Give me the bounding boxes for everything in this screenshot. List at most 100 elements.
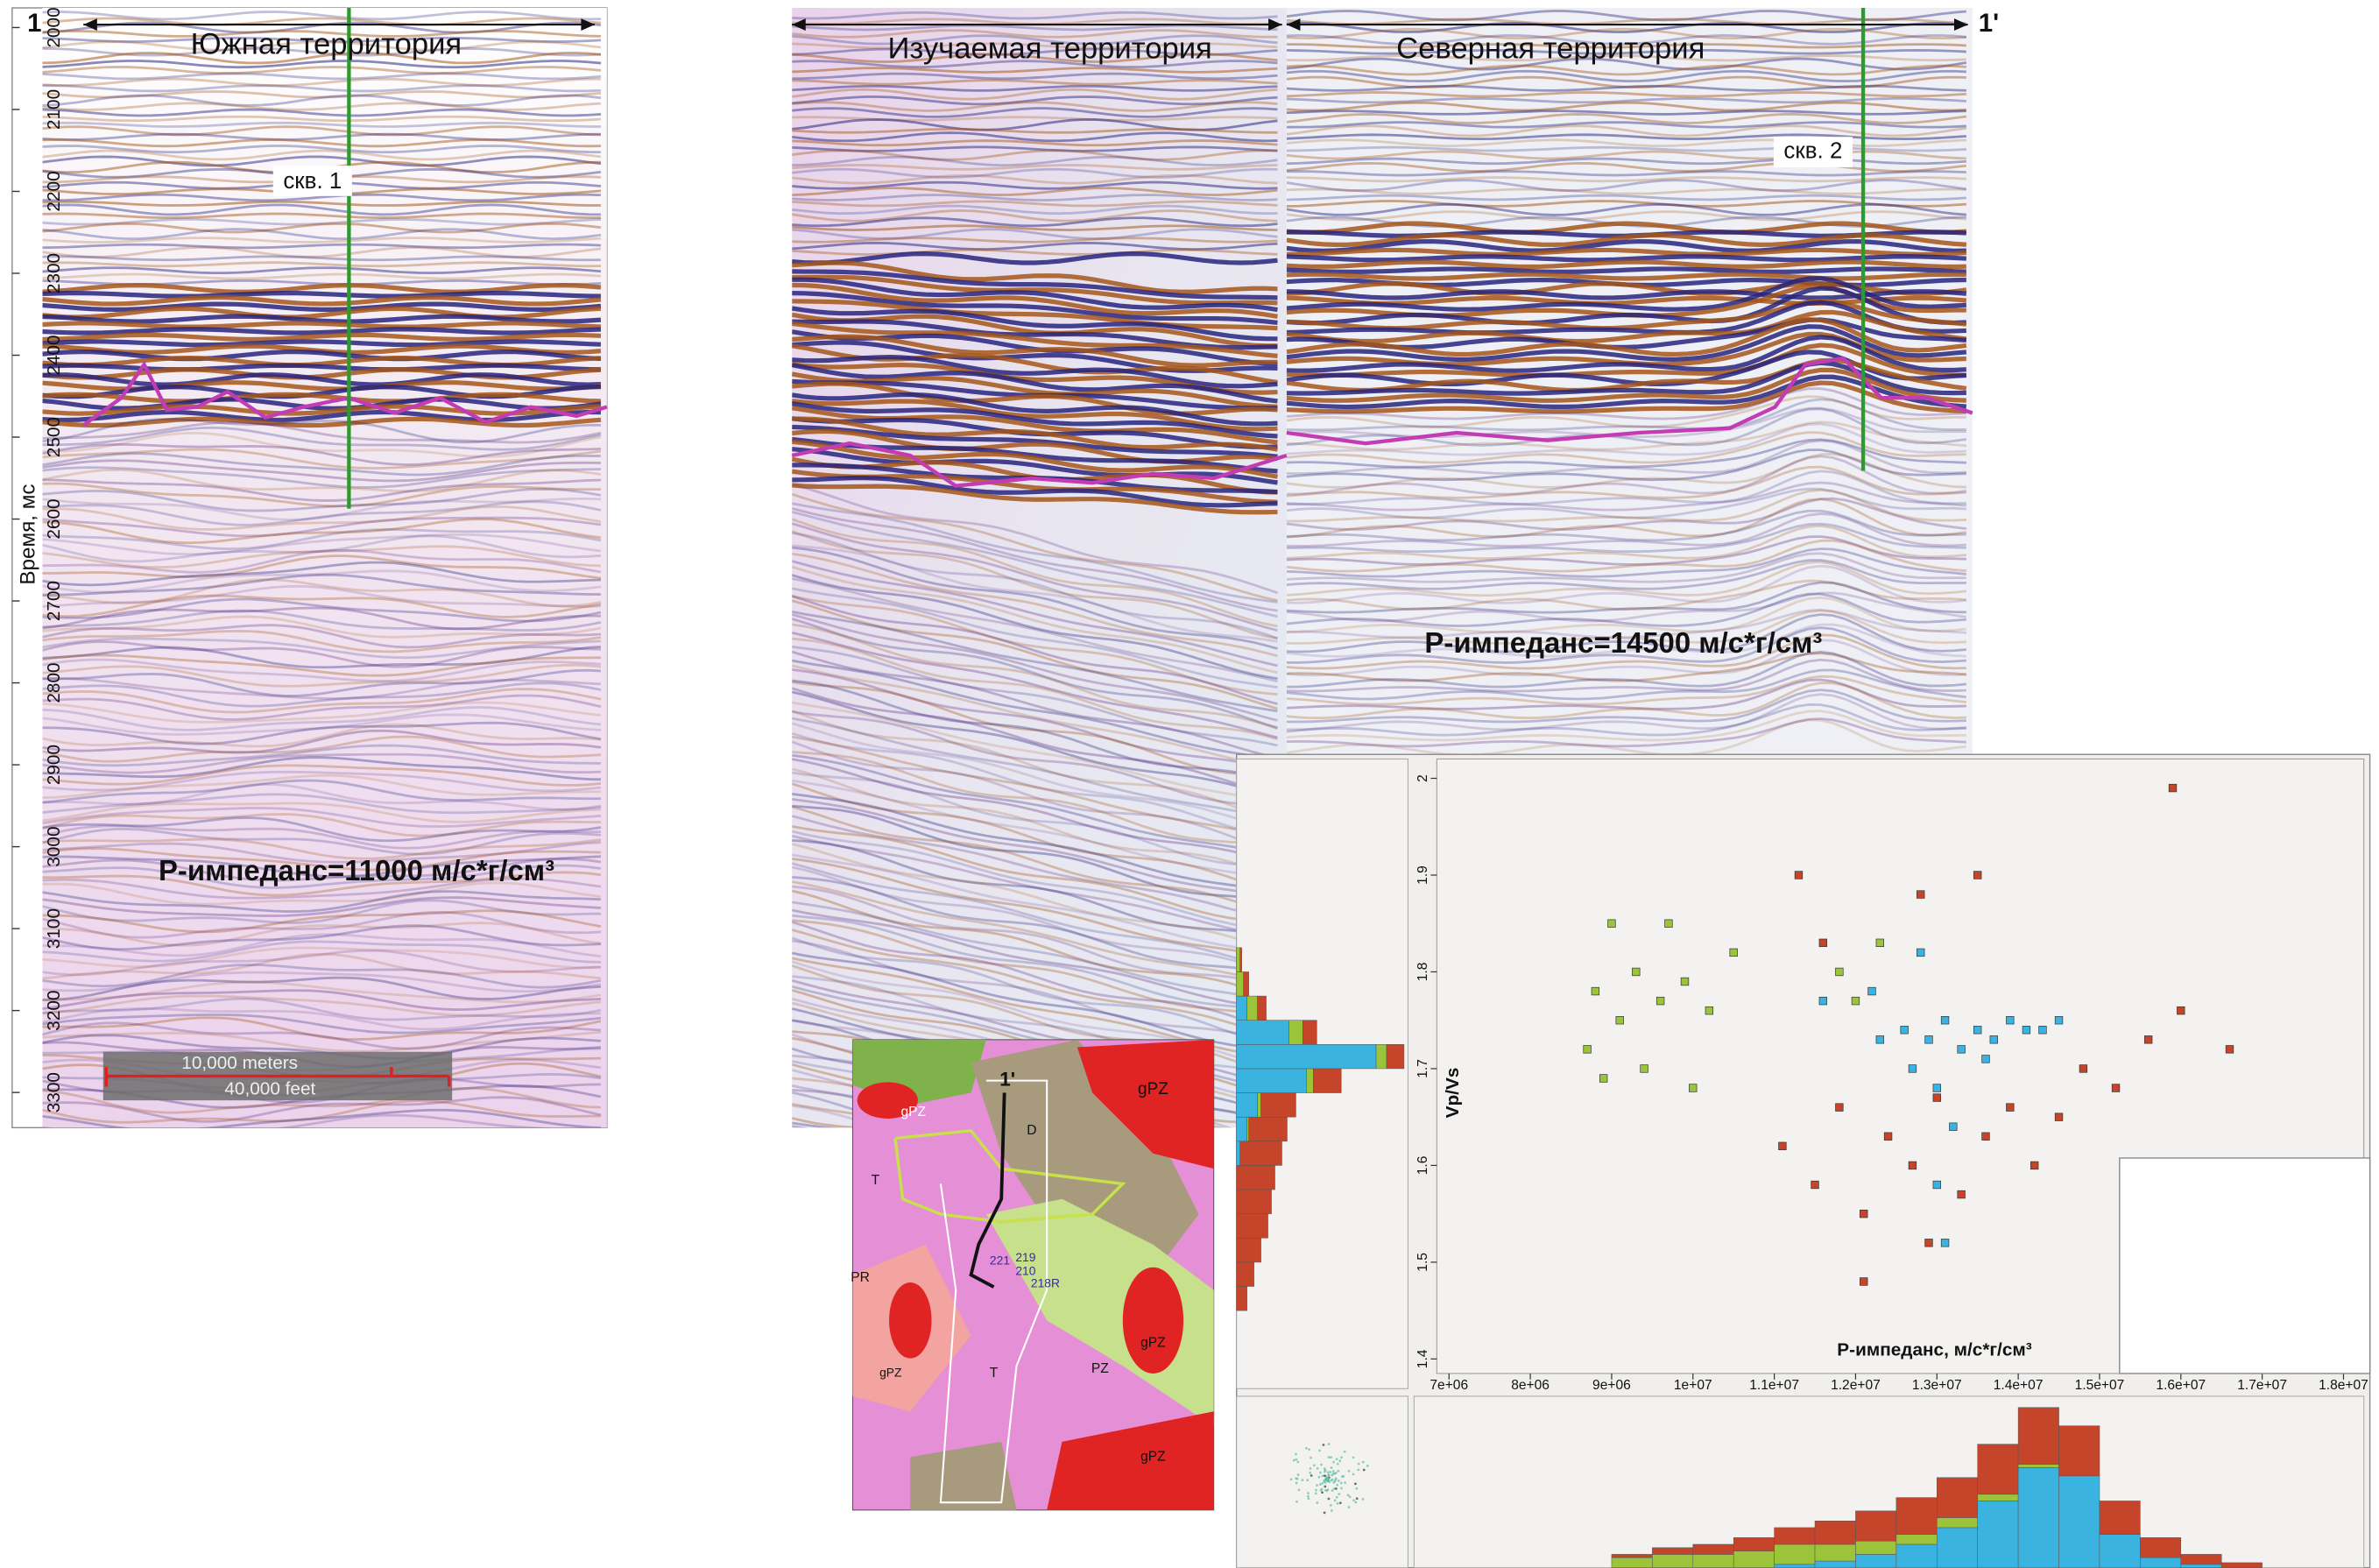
seismic-trace bbox=[792, 321, 1278, 358]
scale-bar: 10,000 meters 40,000 feet bbox=[102, 1051, 453, 1101]
density-thumbnail bbox=[1289, 1443, 1369, 1515]
well-label: скв. 2 bbox=[1783, 137, 1842, 163]
seismic-trace bbox=[1286, 121, 1966, 129]
seismic-trace bbox=[42, 11, 601, 21]
left-histogram bbox=[1236, 947, 1405, 1311]
seismic-trace bbox=[1286, 581, 1966, 614]
seismic-trace bbox=[1286, 422, 1966, 456]
seismic-trace bbox=[792, 277, 1278, 313]
density-dot bbox=[1340, 1456, 1343, 1459]
density-dot bbox=[1352, 1473, 1355, 1476]
density-dot bbox=[1321, 1474, 1324, 1478]
scatter-point bbox=[1957, 1045, 1966, 1054]
map-label: 1' bbox=[999, 1069, 1015, 1091]
histogram-bar bbox=[1733, 1537, 1775, 1551]
seismic-trace bbox=[42, 899, 601, 924]
seismic-trace bbox=[42, 488, 602, 512]
seismic-trace bbox=[42, 668, 601, 697]
seismic-trace bbox=[42, 701, 602, 724]
histogram-bar bbox=[1236, 1141, 1240, 1166]
seismic-trace bbox=[792, 354, 1278, 389]
histogram-bar bbox=[2017, 1464, 2059, 1468]
seismic-trace bbox=[1286, 639, 1966, 677]
density-dot bbox=[1301, 1479, 1304, 1481]
seismic-trace bbox=[792, 805, 1278, 917]
x-axis-title: Р-импеданс, м/с*г/см³ bbox=[1837, 1339, 2031, 1360]
seismic-trace bbox=[1286, 75, 1966, 88]
seismic-trace bbox=[1286, 170, 1966, 177]
seismic-trace bbox=[42, 516, 602, 538]
seismic-trace bbox=[42, 764, 602, 787]
density-dot bbox=[1318, 1471, 1322, 1474]
seismic-trace bbox=[1286, 221, 1967, 235]
density-dot bbox=[1352, 1499, 1355, 1502]
density-dot bbox=[1295, 1458, 1298, 1461]
seismic-trace bbox=[1286, 272, 1966, 281]
seismic-trace bbox=[792, 793, 1278, 893]
seismic-trace bbox=[792, 735, 1278, 840]
seismic-trace bbox=[42, 155, 602, 167]
x-tick-label: 8e+06 bbox=[1511, 1378, 1550, 1393]
seismic-trace bbox=[1286, 266, 1966, 274]
seismic-trace bbox=[42, 723, 602, 748]
seismic-trace bbox=[42, 350, 602, 362]
density-dot bbox=[1331, 1489, 1334, 1493]
seismic-trace bbox=[42, 609, 602, 632]
density-dot bbox=[1354, 1501, 1358, 1504]
seismic-trace bbox=[792, 164, 1278, 171]
y-tick-label: 1.9 bbox=[1415, 865, 1430, 885]
seismic-trace bbox=[42, 339, 602, 348]
density-dot bbox=[1348, 1495, 1352, 1499]
seismic-trace bbox=[1286, 579, 1966, 611]
seismic-trace bbox=[792, 84, 1278, 92]
seismic-trace bbox=[792, 546, 1278, 650]
seismic-trace bbox=[42, 533, 602, 556]
seismic-trace bbox=[42, 828, 602, 856]
seismic-trace bbox=[1286, 658, 1966, 693]
histogram-bar bbox=[1236, 1116, 1247, 1142]
scatter-point bbox=[1908, 1161, 1917, 1170]
seismic-trace bbox=[792, 731, 1278, 838]
seismic-trace bbox=[1286, 487, 1966, 519]
density-dot bbox=[1342, 1475, 1345, 1478]
density-dot bbox=[1331, 1470, 1335, 1473]
seismic-trace bbox=[792, 34, 1278, 46]
scatter-point bbox=[2143, 1035, 2153, 1044]
seismic-trace bbox=[42, 448, 602, 470]
seismic-trace bbox=[42, 713, 602, 736]
scatter-point bbox=[2030, 1161, 2039, 1170]
seismic-trace bbox=[42, 964, 602, 989]
seismic-trace bbox=[792, 885, 1278, 990]
y-tick-label: 3300 bbox=[44, 1072, 64, 1112]
density-dot bbox=[1307, 1497, 1310, 1501]
scatter-point bbox=[1973, 1026, 1982, 1035]
seismic-trace bbox=[42, 518, 602, 545]
seismic-trace bbox=[1286, 608, 1966, 639]
density-dot bbox=[1306, 1494, 1310, 1498]
seismic-trace bbox=[792, 690, 1278, 800]
seismic-trace bbox=[42, 976, 601, 1001]
profile-end: 1' bbox=[1979, 9, 1999, 38]
scatter-point bbox=[1818, 996, 1827, 1006]
density-dot bbox=[1296, 1460, 1300, 1464]
seismic-trace bbox=[42, 84, 601, 93]
seismic-trace bbox=[42, 145, 601, 154]
seismic-panel bbox=[42, 11, 602, 1128]
seismic-trace bbox=[792, 209, 1278, 222]
seismic-trace bbox=[42, 314, 602, 324]
map-label: D bbox=[1027, 1123, 1036, 1138]
seismic-trace bbox=[42, 793, 602, 815]
density-dot bbox=[1304, 1446, 1308, 1450]
map-zone bbox=[1077, 1039, 1214, 1169]
region-label: Изучаемая территория bbox=[887, 32, 1211, 66]
seismic-trace bbox=[1286, 613, 1966, 653]
seismic-trace bbox=[792, 782, 1278, 894]
seismic-trace bbox=[792, 131, 1278, 143]
map-zone bbox=[1122, 1267, 1184, 1374]
seismic-trace bbox=[42, 212, 601, 219]
seismic-trace bbox=[42, 452, 601, 477]
y-tick-label: 3100 bbox=[44, 908, 64, 949]
histogram-bar bbox=[1236, 1068, 1307, 1093]
